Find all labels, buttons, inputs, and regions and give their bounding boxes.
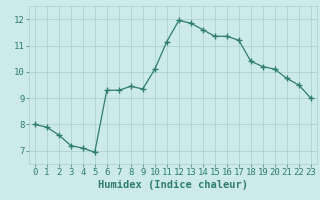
X-axis label: Humidex (Indice chaleur): Humidex (Indice chaleur) (98, 180, 248, 190)
